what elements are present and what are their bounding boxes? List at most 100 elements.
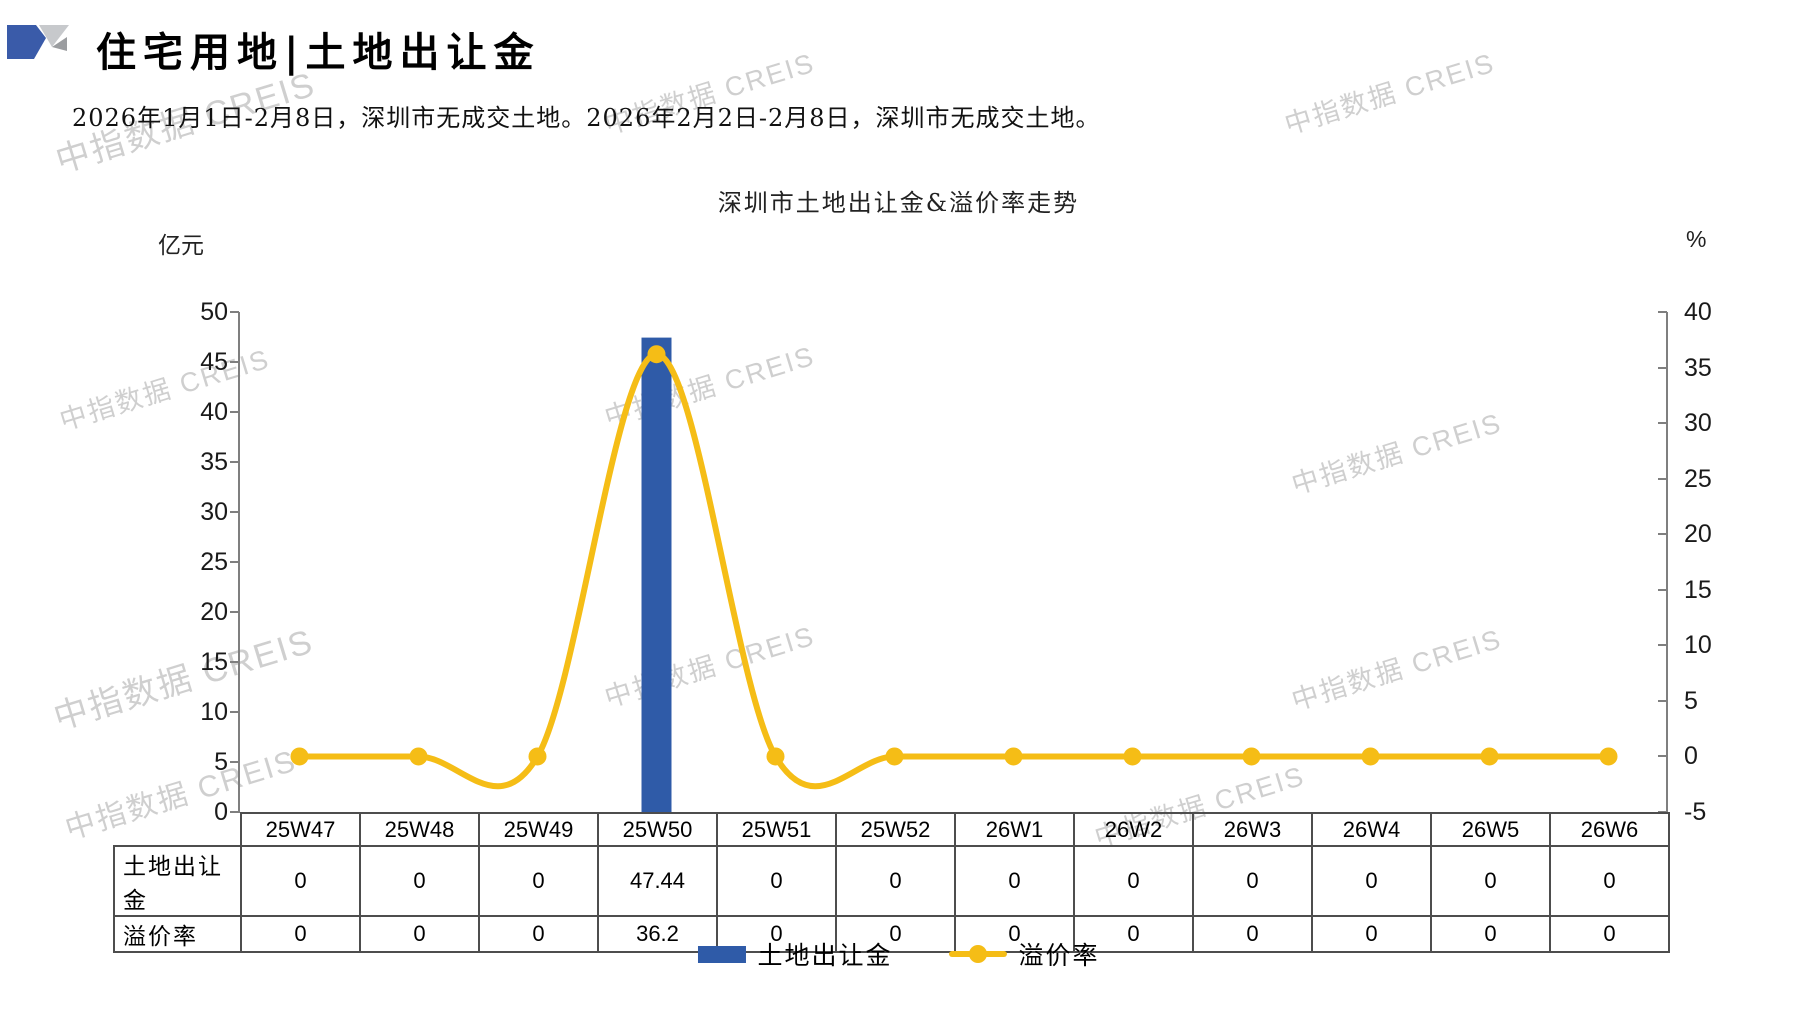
legend-item-bar: 土地出让金: [697, 936, 892, 972]
bar-series-swatch: [697, 945, 746, 963]
value-cell: 0: [240, 915, 361, 953]
right-tick-label: 15: [1684, 575, 1712, 604]
left-tick-label: 10: [200, 698, 228, 726]
bar-25W50: [641, 337, 672, 812]
line-marker-26W5: [1480, 747, 1499, 766]
left-axis-ticks: 50 45 40 35 30 25 20 15 10 5 0: [0, 298, 228, 826]
summary-text: 2026年1月1日-2月8日，深圳市无成交土地。2026年2月2日-2月8日，深…: [72, 104, 1101, 132]
week-header-cell: 26W2: [1073, 812, 1194, 847]
line-marker-26W3: [1242, 747, 1261, 766]
value-cell: 47.44: [597, 845, 718, 917]
line-marker-26W4: [1361, 747, 1380, 766]
axis-tick-mark: [1658, 533, 1667, 535]
line-marker-26W2: [1123, 747, 1142, 766]
page-title: 住宅用地|土地出让金: [96, 29, 541, 76]
value-cell: 0: [359, 915, 480, 953]
table-row: 溢价率 0 0 0 36.2 0 0 0 0 0 0 0 0: [113, 915, 1670, 953]
value-cell: 0: [1549, 915, 1670, 953]
axis-tick-mark: [230, 511, 239, 513]
value-cell: 0: [1073, 915, 1194, 953]
left-tick-label: 40: [200, 398, 228, 426]
right-tick-label: 0: [1684, 742, 1698, 771]
table-corner-cell: [114, 813, 242, 847]
legend-label-bar: 土地出让金: [757, 941, 893, 970]
value-cell: 0: [1311, 915, 1432, 953]
week-header-cell: 26W4: [1311, 812, 1432, 847]
week-header-cell: 25W50: [597, 812, 718, 847]
axis-tick-mark: [230, 561, 239, 563]
axis-tick-mark: [1658, 478, 1667, 480]
right-tick-label: 30: [1684, 409, 1712, 438]
line-marker-25W51: [766, 747, 785, 766]
week-header-cell: 25W49: [478, 812, 599, 847]
week-header-cell: 25W48: [359, 812, 480, 847]
right-axis-unit: %: [1686, 226, 1707, 252]
value-cell: 0: [1549, 845, 1670, 917]
row-label-cell: 溢价率: [113, 915, 242, 953]
left-axis-unit: 亿元: [158, 233, 204, 259]
chart-data-table: 25W47 25W48 25W49 25W50 25W51 25W52 26W1 26W2 26…: [113, 812, 1670, 953]
right-tick-label: 5: [1684, 686, 1698, 715]
chart-title: 深圳市土地出让金&溢价率走势: [717, 189, 1080, 217]
axis-tick-mark: [1658, 755, 1667, 757]
axis-tick-mark: [230, 711, 239, 713]
axis-tick-mark: [230, 611, 239, 613]
value-cell: 0: [1311, 845, 1432, 917]
left-tick-label: 45: [200, 348, 228, 376]
value-cell: 0: [359, 845, 480, 917]
left-tick-label: 15: [200, 648, 228, 676]
axis-tick-mark: [1658, 700, 1667, 702]
right-tick-label: 25: [1684, 464, 1712, 493]
axis-tick-mark: [230, 761, 239, 763]
value-cell: 0: [1192, 915, 1313, 953]
axis-tick-mark: [1658, 422, 1667, 424]
axis-tick-mark: [1658, 589, 1667, 591]
axis-tick-mark: [1658, 644, 1667, 646]
axis-tick-mark: [230, 461, 239, 463]
line-marker-26W1: [1004, 747, 1023, 766]
axis-tick-mark: [230, 811, 239, 813]
right-tick-label: 35: [1684, 353, 1712, 382]
axis-tick-mark: [230, 661, 239, 663]
week-header-cell: 26W5: [1430, 812, 1551, 847]
left-tick-label: 20: [200, 598, 228, 626]
week-header-cell: 26W6: [1549, 812, 1670, 847]
left-tick-label: 30: [200, 498, 228, 526]
value-cell: 0: [716, 845, 837, 917]
line-marker-25W49: [528, 747, 547, 766]
left-tick-label: 50: [200, 298, 228, 326]
left-tick-label: 25: [200, 548, 228, 576]
axis-tick-mark: [1658, 811, 1667, 813]
week-header-cell: 25W52: [835, 812, 956, 847]
creis-logo-icon: [7, 25, 69, 59]
line-series-swatch: [948, 945, 1007, 963]
line-marker-25W52: [885, 747, 904, 766]
right-tick-label: 40: [1684, 298, 1712, 326]
right-axis-line: [1666, 312, 1668, 813]
row-label-cell: 土地出让金: [113, 845, 242, 917]
week-header-cell: 25W51: [716, 812, 837, 847]
value-cell: 0: [1073, 845, 1194, 917]
chart-legend: 土地出让金 溢价率: [697, 936, 1099, 972]
week-header-cell: 25W47: [240, 812, 361, 847]
line-marker-25W48: [409, 747, 428, 766]
left-tick-label: 5: [214, 748, 228, 776]
legend-label-line: 溢价率: [1018, 941, 1100, 970]
value-cell: 0: [478, 915, 599, 953]
premium-rate-line: [296, 351, 1612, 790]
value-cell: 0: [835, 915, 956, 953]
legend-item-line: 溢价率: [948, 936, 1100, 972]
left-tick-label: 35: [200, 448, 228, 476]
value-cell: 0: [478, 845, 599, 917]
plot-area: [290, 337, 1618, 812]
value-cell: 0: [1430, 845, 1551, 917]
value-cell: 0: [954, 845, 1075, 917]
axis-tick-mark: [230, 411, 239, 413]
line-marker-25W50: [647, 345, 666, 364]
right-tick-label: 10: [1684, 631, 1712, 660]
week-header-cell: 26W3: [1192, 812, 1313, 847]
left-axis-line: [238, 312, 240, 813]
line-marker-26W6: [1599, 747, 1618, 766]
value-cell: 0: [240, 845, 361, 917]
